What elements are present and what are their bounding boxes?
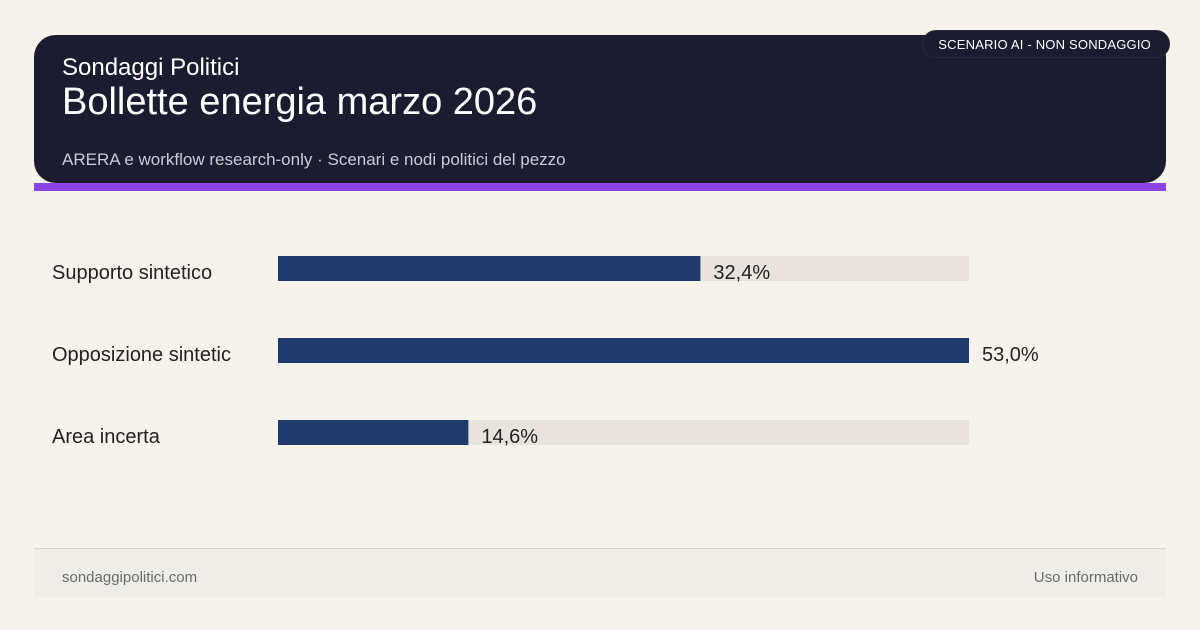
footer-site: sondaggipolitici.com: [62, 569, 198, 586]
scenario-badge: SCENARIO AI - NON SONDAGGIO: [922, 30, 1170, 58]
footer: sondaggipolitici.com Uso informativo: [34, 548, 1166, 597]
bar: [278, 256, 701, 281]
value-label: 53,0%: [982, 344, 1039, 366]
accent-divider: [34, 183, 1166, 191]
page-title: Bollette energia marzo 2026: [62, 81, 538, 123]
brand-name: Sondaggi Politici: [62, 54, 240, 81]
bar: [278, 420, 469, 445]
category-label: Area incerta: [52, 426, 161, 448]
category-label: Supporto sintetico: [52, 262, 212, 284]
footer-note: Uso informativo: [1033, 569, 1138, 586]
page-subtitle: ARERA e workflow research-only · Scenari…: [62, 150, 566, 169]
header-panel: Sondaggi Politici Bollette energia marzo…: [34, 35, 1166, 183]
value-label: 14,6%: [481, 426, 538, 448]
bar: [278, 338, 969, 363]
value-label: 32,4%: [713, 262, 770, 284]
category-label: Opposizione sintetic: [52, 344, 231, 366]
